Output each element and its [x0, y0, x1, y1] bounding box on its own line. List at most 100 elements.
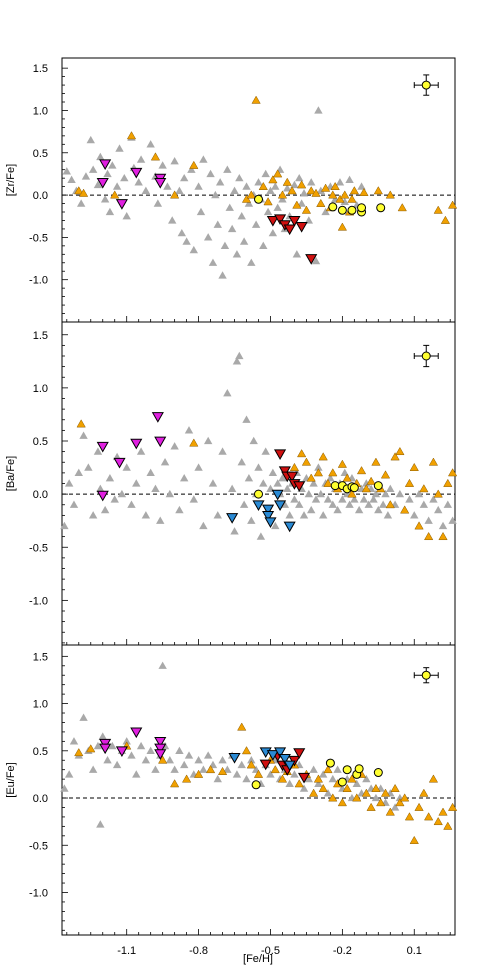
panel-2: 1.5 1.0 0.5 0.0 -0.5 -1.0 [Ba/Fe]: [5, 321, 458, 646]
data-point: [292, 250, 302, 258]
y-tick-label: -0.5: [29, 542, 48, 554]
data-point: [105, 473, 115, 482]
y-tick-label: -0.5: [29, 840, 48, 852]
data-point: [110, 495, 119, 503]
data-point: [165, 489, 175, 498]
data-point: [290, 495, 299, 503]
data-point: [268, 468, 278, 477]
data-point: [293, 481, 306, 492]
data-point: [168, 216, 177, 224]
data-point: [278, 195, 287, 203]
data-point: [369, 495, 378, 503]
data-point: [158, 161, 167, 169]
data-point: [261, 447, 270, 455]
data-point: [371, 457, 381, 466]
data-point: [314, 463, 323, 471]
data-point: [194, 756, 203, 764]
data-point: [227, 484, 237, 492]
data-point: [405, 495, 414, 503]
data-point: [364, 500, 373, 508]
data-point: [218, 756, 227, 764]
data-point: [347, 774, 357, 783]
data-point: [357, 203, 367, 213]
data-point: [373, 768, 383, 778]
data-point: [262, 504, 275, 516]
data-point: [390, 783, 400, 792]
series-blue-triangle-down: [226, 489, 296, 533]
data-point: [404, 478, 415, 487]
data-point: [146, 746, 155, 754]
data-point: [225, 203, 234, 211]
data-point: [79, 713, 88, 721]
data-point: [313, 774, 324, 783]
data-point: [337, 222, 348, 231]
data-point: [237, 212, 246, 220]
panel-frame: [61, 321, 456, 646]
data-point: [122, 463, 131, 471]
data-point: [285, 471, 299, 483]
data-point: [366, 476, 376, 485]
data-point: [96, 490, 109, 502]
data-point: [283, 760, 296, 772]
data-point: [318, 783, 328, 792]
data-point: [359, 187, 369, 196]
data-point: [156, 516, 165, 524]
data-point: [311, 495, 321, 503]
data-point: [211, 190, 220, 199]
data-point: [254, 194, 263, 204]
data-point: [323, 789, 333, 797]
data-point: [60, 784, 69, 792]
data-point: [136, 447, 146, 455]
data-point: [299, 189, 309, 197]
data-point: [141, 511, 151, 519]
data-point: [268, 175, 278, 184]
data-point: [93, 180, 103, 189]
data-point: [409, 462, 419, 471]
data-point: [206, 169, 215, 178]
data-point: [314, 779, 323, 788]
data-point: [295, 500, 304, 508]
data-point: [273, 203, 282, 211]
data-point: [333, 765, 342, 773]
x-tick-label: -1.1: [117, 945, 136, 957]
data-point: [337, 777, 347, 787]
data-point: [433, 816, 443, 826]
data-point: [376, 203, 386, 213]
data-point: [297, 180, 307, 189]
data-point: [338, 495, 347, 503]
data-point: [295, 173, 304, 182]
y-tick-label: -1.0: [29, 275, 48, 287]
data-point: [232, 250, 242, 258]
data-point: [345, 175, 354, 183]
data-point: [288, 216, 301, 227]
data-point: [76, 199, 86, 207]
data-point: [299, 784, 309, 792]
data-point: [283, 521, 296, 533]
data-point: [93, 741, 103, 750]
data-point: [67, 175, 76, 183]
data-point: [247, 516, 256, 524]
data-point: [117, 489, 127, 498]
data-point: [345, 500, 354, 508]
data-point: [151, 765, 160, 773]
data-point: [181, 774, 192, 783]
data-point: [259, 241, 268, 249]
data-point: [230, 186, 239, 194]
data-point: [235, 351, 244, 360]
data-point: [266, 186, 275, 194]
data-point: [69, 737, 79, 745]
y-tick-label: 1.0: [33, 105, 48, 117]
data-point: [96, 177, 109, 189]
data-point: [440, 215, 451, 224]
data-point: [285, 511, 294, 519]
data-point: [237, 760, 246, 769]
data-point: [320, 183, 331, 192]
data-point: [127, 751, 136, 759]
data-point: [69, 500, 79, 508]
data-point: [242, 415, 251, 423]
y-tick-label: 1.5: [33, 330, 48, 342]
data-point: [184, 751, 194, 759]
y-tick-label: -1.0: [29, 595, 48, 607]
data-point: [319, 770, 328, 778]
data-point: [349, 483, 359, 493]
